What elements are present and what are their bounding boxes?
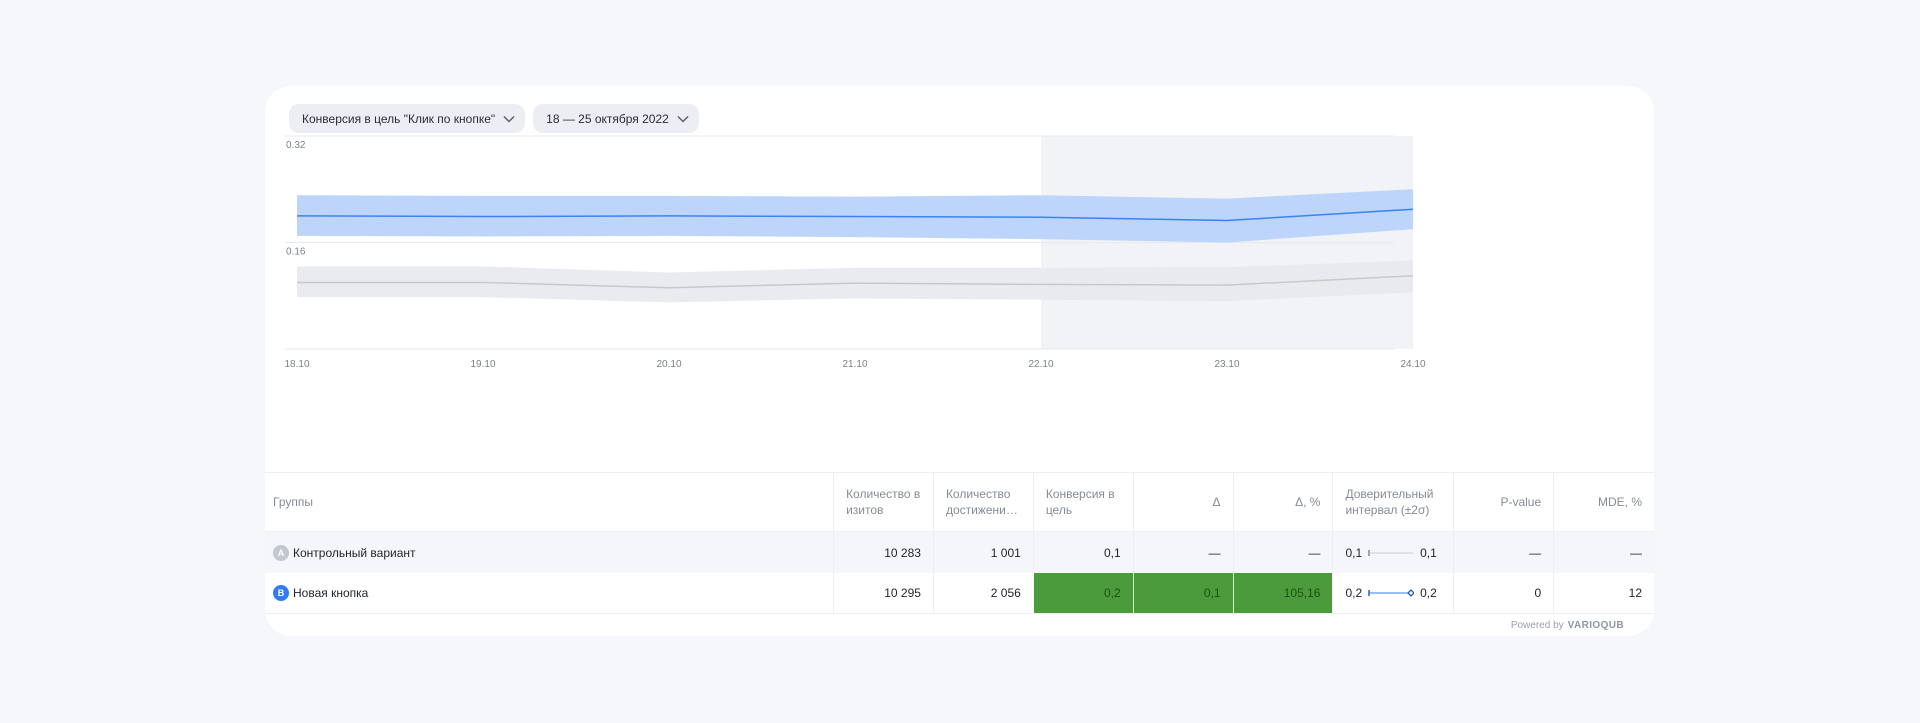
- visits-cell: 10 295: [833, 573, 933, 613]
- powered-by[interactable]: Powered by VARIOQUB: [1511, 620, 1624, 631]
- metric-dropdown[interactable]: Конверсия в цель "Клик по кнопке": [289, 104, 526, 133]
- header-pvalue[interactable]: P-value: [1453, 473, 1553, 531]
- date-range-dropdown[interactable]: 18 — 25 октября 2022: [533, 104, 699, 133]
- header-goals[interactable]: Количество достижени…: [932, 473, 1033, 531]
- delta-pct-cell: —: [1232, 532, 1333, 573]
- header-confidence-interval[interactable]: Доверительный интервал (±2σ): [1332, 473, 1453, 531]
- chevron-down-icon: [677, 115, 689, 123]
- y-tick-label: 0.16: [286, 247, 306, 258]
- x-tick-label: 24.10: [1400, 359, 1425, 370]
- group-badge: A: [273, 544, 289, 561]
- varioqub-logo: VARIOQUB: [1567, 620, 1624, 631]
- ci-range-icon: [1368, 589, 1415, 597]
- group-badge: B: [273, 585, 289, 601]
- goals-cell: 2 056: [932, 573, 1033, 613]
- confidence-interval-cell: 0,1 0,1: [1332, 532, 1453, 573]
- powered-by-text: Powered by: [1510, 620, 1564, 631]
- header-delta[interactable]: Δ: [1132, 473, 1233, 531]
- goals-cell: 1 001: [932, 532, 1033, 573]
- pvalue-cell: —: [1453, 532, 1553, 573]
- group-cell: B Новая кнопка: [265, 573, 833, 613]
- mde-cell: —: [1553, 532, 1654, 573]
- delta-cell: 0,1: [1132, 573, 1233, 613]
- x-tick-label: 21.10: [842, 359, 867, 370]
- x-tick-label: 19.10: [470, 359, 495, 370]
- ci-range-icon: [1368, 549, 1414, 556]
- header-delta-pct[interactable]: Δ, %: [1232, 473, 1333, 531]
- experiment-report-card: Конверсия в цель "Клик по кнопке" 18 — 2…: [265, 86, 1654, 636]
- x-tick-label: 18.10: [284, 359, 309, 370]
- visits-cell: 10 283: [833, 532, 933, 573]
- group-name: Контрольный вариант: [293, 545, 416, 560]
- group-name: Новая кнопка: [293, 586, 369, 600]
- delta-cell: —: [1132, 532, 1233, 573]
- ci-high: 0,2: [1420, 586, 1437, 600]
- pvalue-cell: 0: [1453, 573, 1553, 613]
- table-header-row: Группы Количество в изитов Количество дост…: [265, 473, 1654, 532]
- confidence-band: [297, 260, 1413, 303]
- conversion-chart[interactable]: 0.32 0.16 18.10 19.10 20.10 21.10 22.10 23.10 24…: [265, 86, 1654, 472]
- header-visits[interactable]: Количество в изитов: [833, 473, 933, 531]
- conversion-cell: 0,2: [1032, 573, 1133, 613]
- ci-low: 0,2: [1345, 586, 1363, 600]
- metric-dropdown-label: Конверсия в цель "Клик по кнопке": [302, 111, 496, 126]
- header-mde[interactable]: MDE, %: [1553, 473, 1654, 531]
- series-line: [296, 208, 1414, 222]
- mde-cell: 12: [1553, 573, 1654, 613]
- series-line: [297, 275, 1414, 289]
- confidence-interval-cell: 0,2 0,2: [1332, 573, 1453, 613]
- group-cell: A Контрольный вариант: [265, 532, 833, 573]
- header-conversion[interactable]: Конверсия в цель: [1032, 473, 1133, 531]
- header-groups: Группы: [273, 495, 313, 509]
- x-tick-label: 22.10: [1028, 359, 1053, 370]
- y-tick-label: 0.32: [286, 140, 306, 151]
- table-row[interactable]: B Новая кнопка 10 295 2 056 0,2 0,1 105,…: [265, 573, 1654, 614]
- delta-pct-cell: 105,16: [1232, 573, 1333, 613]
- ci-low: 0,1: [1345, 545, 1363, 560]
- ci-high: 0,1: [1420, 545, 1437, 560]
- conversion-cell: 0,1: [1032, 532, 1133, 573]
- results-table: Группы Количество в изитов Количество дост…: [265, 472, 1654, 614]
- x-tick-label: 20.10: [656, 359, 681, 370]
- table-row[interactable]: A Контрольный вариант 10 283 1 001 0,1 —…: [265, 532, 1654, 573]
- chevron-down-icon: [503, 115, 515, 123]
- date-range-label: 18 — 25 октября 2022: [546, 111, 669, 126]
- filters-bar: Конверсия в цель "Клик по кнопке" 18 — 2…: [289, 104, 699, 133]
- x-tick-label: 23.10: [1214, 359, 1239, 370]
